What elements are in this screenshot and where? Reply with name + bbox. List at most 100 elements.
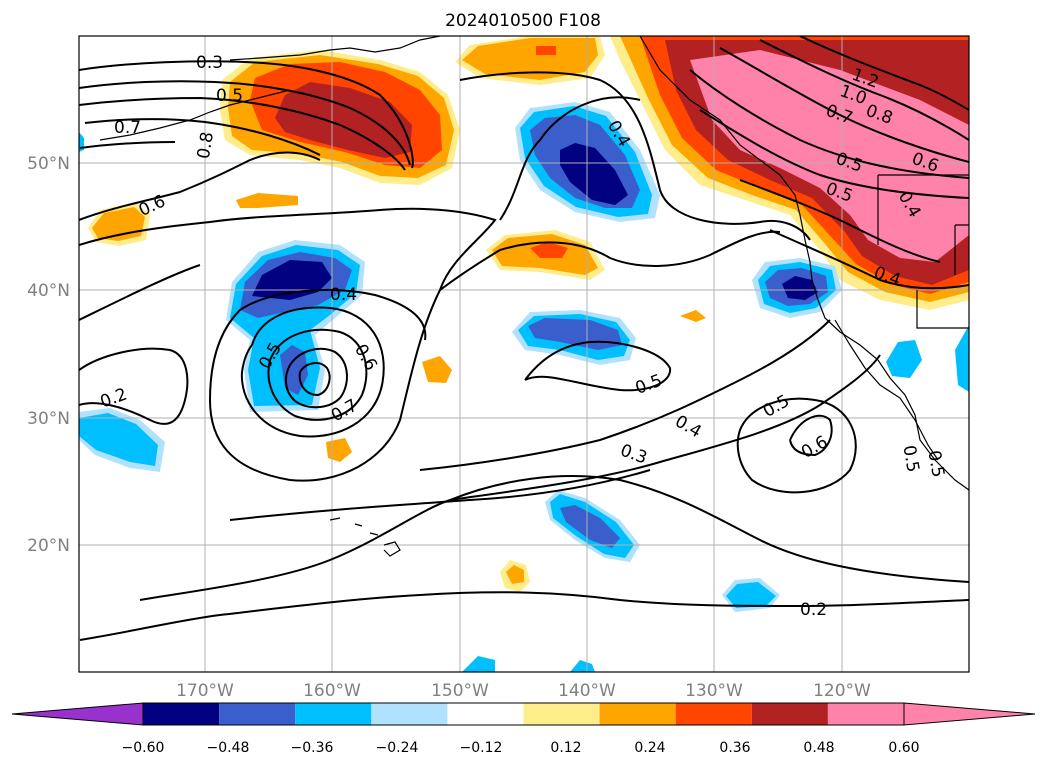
contour-label: 0.5: [216, 86, 243, 106]
lat-label: 20°N: [27, 536, 70, 556]
cb-tick-label: −0.36: [291, 740, 334, 756]
positive-anomaly-small4-core: [506, 565, 524, 584]
contour-low-inner1: [267, 328, 368, 421]
lon-label: 130°W: [685, 681, 743, 701]
negative-anomaly-coast-navy: [782, 276, 818, 300]
negative-anomaly-baja: [886, 340, 922, 378]
contour-label: 0.5: [923, 449, 947, 479]
lat-label: 40°N: [27, 281, 70, 301]
contour-lines: [79, 36, 969, 641]
contour-center-b: [449, 354, 881, 501]
positive-anomaly-small5: [680, 310, 706, 322]
contour-coast-3: [719, 47, 969, 163]
contour-mid-c: [524, 340, 672, 392]
lat-label: 30°N: [27, 409, 70, 429]
contour-top1: [79, 60, 414, 169]
contour-top5: [79, 141, 176, 149]
contour-coast-2: [759, 39, 969, 141]
map-area: 0.3 0.5 0.7 0.8 0.6 0.4 0.5 0.6 0.7 0.2 …: [79, 36, 969, 672]
contour-label: 0.2: [800, 600, 827, 620]
hawaii-islands: [329, 517, 401, 557]
cb-tick-label: 0.60: [888, 740, 919, 756]
colorbar-bin: [371, 703, 448, 725]
contour-pac1: [79, 264, 201, 321]
lat-label: 50°N: [27, 154, 70, 174]
cb-tick-label: 0.48: [803, 740, 834, 756]
negative-anomaly-bottom2: [570, 660, 595, 672]
coastlines: [99, 36, 969, 557]
cb-tick-label: −0.24: [376, 740, 419, 756]
contour-02-west: [79, 347, 189, 425]
contour-low-inner3: [298, 362, 331, 397]
longitude-labels: 170°W 160°W 150°W 140°W 130°W 120°W: [176, 681, 871, 701]
contour-label: 0.7: [114, 118, 141, 138]
colorbar-bin: [751, 703, 828, 725]
positive-anomaly-small2: [422, 356, 452, 383]
lon-label: 140°W: [558, 681, 616, 701]
lon-label: 170°W: [176, 681, 234, 701]
negative-anomaly-east-edge: [955, 325, 969, 392]
contour-mid-b: [499, 96, 641, 221]
coastline-baja: [834, 319, 939, 461]
contour-top3: [79, 96, 406, 171]
colorbar-bin: [523, 703, 600, 725]
contour-center: [419, 319, 831, 471]
contour-coast-7: [769, 229, 969, 290]
contour-coast-6: [739, 179, 941, 263]
contour-south2: [79, 591, 969, 641]
contour-coast-4: [689, 69, 969, 179]
colorbar-tick-labels: −0.60 −0.48 −0.36 −0.24 −0.12 0.12 0.24 …: [122, 740, 920, 756]
cb-tick-label: 0.36: [719, 740, 750, 756]
lon-label: 150°W: [431, 681, 489, 701]
positive-anomaly-mid-red: [530, 242, 568, 258]
colorbar-bin: [295, 703, 372, 725]
colorbar-max-extension: [903, 702, 1036, 726]
negative-anomaly-south-cyan: [726, 582, 776, 608]
contour-6-line: [79, 151, 321, 221]
colorbar-min-extension: [11, 702, 144, 726]
negative-anomaly-gulf-navy: [560, 143, 628, 205]
cb-tick-label: −0.48: [207, 740, 250, 756]
contour-bigloop: [79, 207, 497, 291]
map-frame: [78, 35, 970, 673]
contour-06-east: [789, 414, 833, 457]
map-title: 2024010500 F108: [445, 11, 601, 31]
colorbar-bin: [599, 703, 676, 725]
positive-anomaly-bering-darkred: [275, 82, 412, 158]
contour-label: 0.4: [330, 285, 357, 305]
colorbar: −0.60 −0.48 −0.36 −0.24 −0.12 0.12 0.24 …: [11, 702, 1036, 756]
positive-anomaly-top-red: [536, 46, 556, 55]
contour-top2: [79, 80, 411, 166]
positive-anomaly-top-orange: [462, 38, 598, 80]
negative-anomaly-subtropic-blue: [560, 505, 620, 548]
latitude-labels: 50°N 40°N 30°N 20°N: [27, 154, 70, 556]
lon-label: 160°W: [303, 681, 361, 701]
contour-low-outer: [208, 289, 441, 482]
colorbar-bin: [827, 703, 904, 725]
contour-mid-a: [439, 230, 781, 291]
contour-label: 0.5: [898, 444, 922, 474]
colorbar-bin: [219, 703, 296, 725]
negative-anomaly-far-west-cyan: [79, 413, 158, 466]
coastline-state-borders: [877, 174, 969, 329]
cb-tick-label: 0.24: [634, 740, 665, 756]
contour-gulf: [459, 71, 811, 241]
contour-south1: [139, 475, 969, 601]
coastline-alaska: [229, 36, 441, 61]
cb-tick-label: 0.12: [550, 740, 581, 756]
coastline-bc: [639, 36, 801, 216]
contour-coast-1: [799, 36, 969, 111]
colorbar-bin: [447, 703, 524, 725]
contour-03: [229, 469, 651, 521]
positive-anomaly-small1: [236, 193, 298, 208]
colorbar-bin: [675, 703, 752, 725]
contour-top4: [84, 118, 321, 156]
contour-low-mid: [240, 306, 385, 438]
cb-tick-label: −0.12: [460, 740, 503, 756]
coastline-west-us: [799, 214, 969, 491]
cb-tick-label: −0.60: [122, 740, 165, 756]
coastline-aleutians: [99, 89, 291, 141]
contour-label: 0.3: [196, 53, 223, 73]
gridlines: [79, 36, 969, 672]
